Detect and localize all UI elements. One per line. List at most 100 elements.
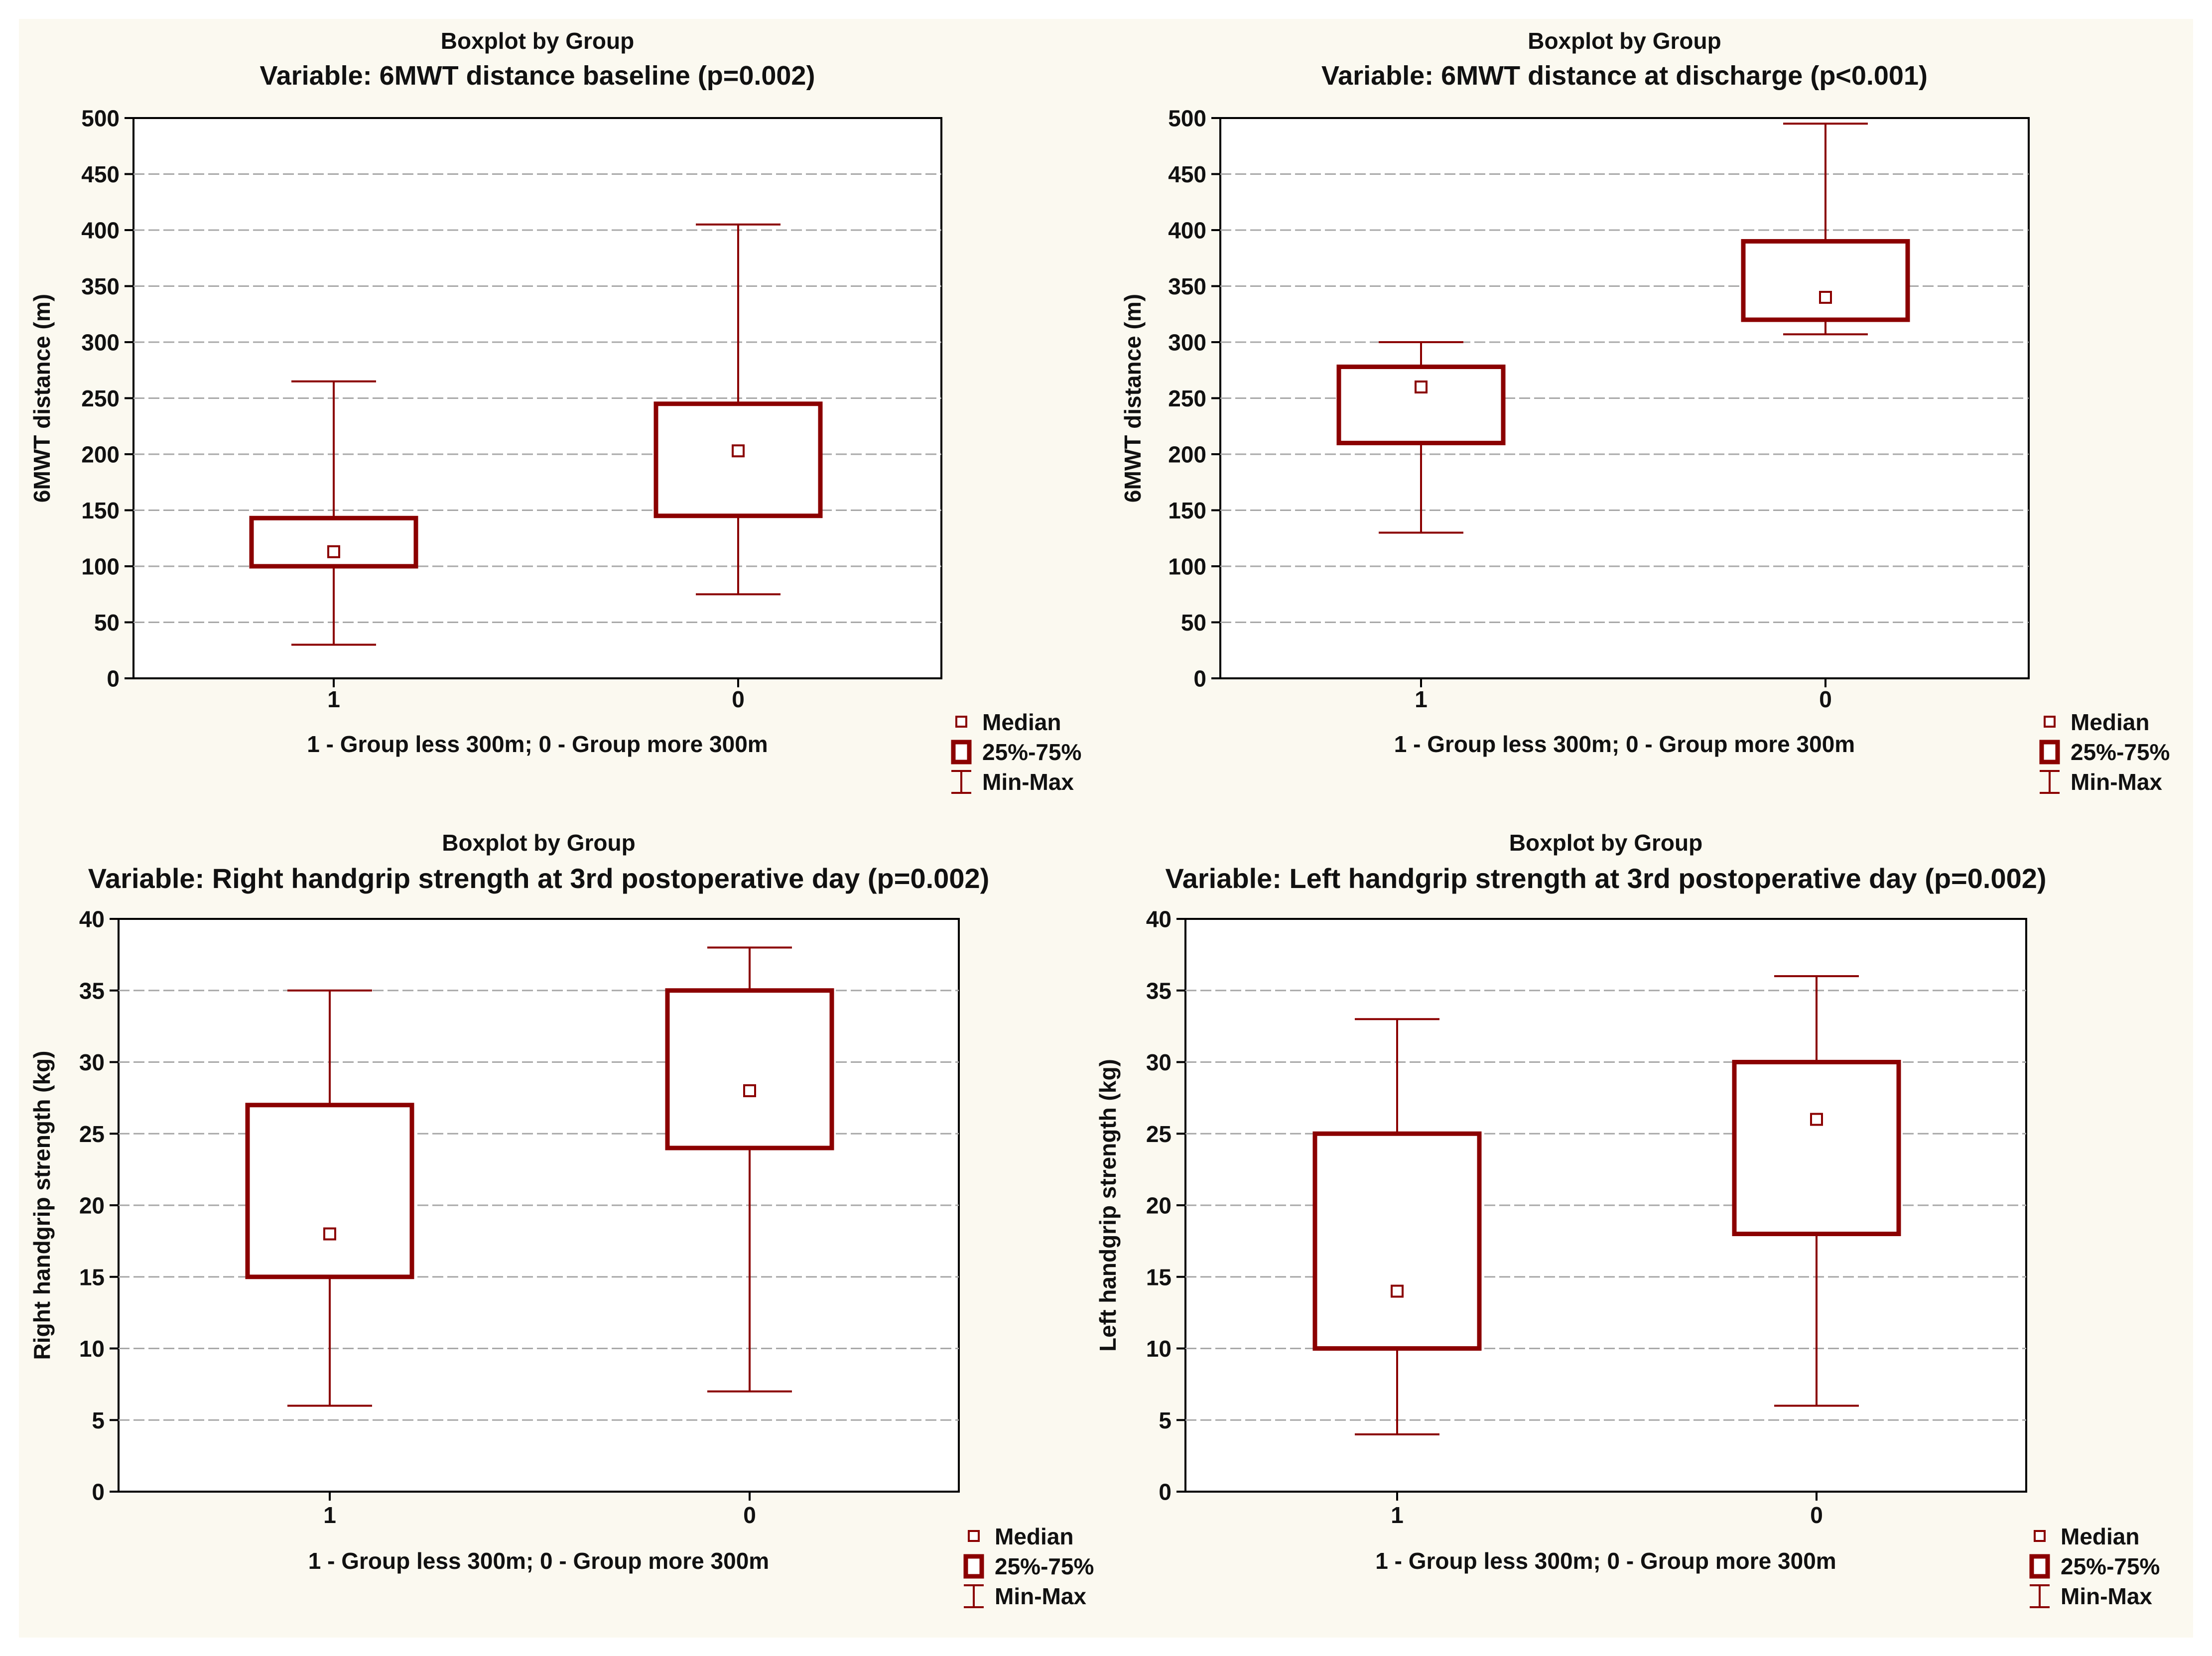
y-tick-label: 15 (1146, 1264, 1171, 1290)
chart-panel-3: Boxplot by Group Variable: Right handgrip… (29, 830, 1094, 1609)
legend-box-label: 25%-75% (2071, 739, 2170, 765)
chart-title: Variable: Right handgrip strength at 3rd… (88, 863, 990, 894)
median-marker[interactable] (743, 1084, 756, 1097)
legend-median-swatch (955, 716, 967, 728)
y-axis-label: 6MWT distance (m) (1120, 294, 1146, 503)
y-tick-label: 0 (92, 1479, 105, 1505)
iqr-box[interactable] (653, 401, 823, 518)
box-group-1[interactable] (245, 989, 414, 1407)
y-tick-label: 25 (79, 1121, 105, 1147)
box-group-1[interactable] (249, 380, 418, 646)
y-tick-label: 450 (1168, 161, 1206, 187)
legend-median-swatch (2044, 716, 2056, 728)
chart-title: Variable: 6MWT distance at discharge (p<… (1321, 61, 1928, 91)
x-tick-label: 1 (1415, 686, 1428, 712)
y-tick-label: 150 (1168, 498, 1206, 523)
legend-box-swatch (2029, 1554, 2050, 1579)
y-tick-label: 5 (1159, 1407, 1171, 1433)
y-tick-label: 300 (1168, 330, 1206, 356)
chart-panel-1: Boxplot by Group Variable: 6MWT distance … (29, 28, 1081, 795)
iqr-box[interactable] (249, 515, 418, 569)
y-tick-label: 200 (81, 442, 120, 468)
legend: Median 25%-75% Min-Max (2029, 1524, 2160, 1609)
y-tick-label: 250 (81, 385, 120, 411)
y-tick-label: 500 (1168, 106, 1206, 131)
y-tick-label: 0 (1159, 1479, 1171, 1505)
median-marker[interactable] (1819, 291, 1832, 304)
y-tick-label: 40 (1146, 906, 1171, 932)
y-tick-label: 100 (1168, 554, 1206, 580)
legend: Median 25%-75% Min-Max (2039, 709, 2170, 795)
x-tick-label: 1 (327, 686, 340, 712)
legend-box-swatch (963, 1554, 984, 1579)
legend-box-label: 25%-75% (982, 739, 1081, 765)
box-group-1[interactable] (1336, 341, 1506, 534)
median-marker[interactable] (327, 545, 340, 558)
y-tick-label: 400 (81, 218, 120, 244)
y-tick-label: 35 (1146, 978, 1171, 1004)
y-tick-label: 10 (1146, 1336, 1171, 1362)
x-axis-label: 1 - Group less 300m; 0 - Group more 300m (307, 731, 768, 757)
y-tick-label: 0 (1193, 666, 1206, 692)
legend-range-label: Min-Max (995, 1583, 1086, 1609)
legend-box-swatch (951, 740, 972, 764)
y-tick-label: 250 (1168, 385, 1206, 411)
iqr-box[interactable] (1741, 239, 1910, 322)
x-tick-label: 1 (323, 1502, 336, 1528)
y-axis-label: Right handgrip strength (kg) (29, 1051, 55, 1360)
y-tick-label: 40 (79, 906, 105, 932)
chart-panel-2: Boxplot by Group Variable: 6MWT distance … (1120, 28, 2170, 795)
box-group-0[interactable] (665, 946, 834, 1393)
chart-supertitle: Boxplot by Group (1528, 28, 1721, 54)
y-tick-label: 300 (81, 330, 120, 356)
y-tick-label: 350 (81, 273, 120, 299)
y-tick-label: 5 (92, 1407, 105, 1433)
y-tick-label: 200 (1168, 442, 1206, 468)
legend-median-swatch (968, 1530, 980, 1542)
legend-range-label: Min-Max (982, 769, 1074, 795)
x-tick-label: 0 (1810, 1502, 1823, 1528)
y-tick-label: 30 (1146, 1049, 1171, 1075)
median-marker[interactable] (1391, 1284, 1404, 1298)
iqr-box[interactable] (665, 988, 834, 1150)
chart-supertitle: Boxplot by Group (442, 830, 635, 856)
legend-range-label: Min-Max (2061, 1583, 2152, 1609)
box-group-0[interactable] (1741, 123, 1910, 336)
y-axis-label: 6MWT distance (m) (29, 294, 55, 503)
box-group-0[interactable] (1732, 975, 1901, 1407)
chart-title: Variable: 6MWT distance baseline (p=0.00… (260, 61, 815, 91)
x-tick-label: 1 (1391, 1502, 1404, 1528)
legend-median-swatch (2034, 1530, 2046, 1542)
iqr-box[interactable] (245, 1103, 414, 1279)
y-tick-label: 0 (107, 666, 120, 692)
iqr-box[interactable] (1312, 1131, 1482, 1351)
legend: Median 25%-75% Min-Max (951, 709, 1081, 795)
box-group-0[interactable] (653, 223, 823, 596)
y-tick-label: 350 (1168, 273, 1206, 299)
y-tick-label: 20 (79, 1193, 105, 1219)
median-marker[interactable] (1810, 1113, 1823, 1126)
median-marker[interactable] (323, 1227, 336, 1241)
legend-box-swatch (2039, 740, 2060, 764)
iqr-box[interactable] (1732, 1060, 1901, 1236)
iqr-box[interactable] (1336, 365, 1506, 445)
median-marker[interactable] (732, 444, 745, 458)
y-tick-label: 30 (79, 1049, 105, 1075)
y-tick-label: 10 (79, 1336, 105, 1362)
legend-box-label: 25%-75% (995, 1553, 1094, 1579)
legend-median-label: Median (2071, 709, 2149, 735)
x-tick-label: 0 (732, 686, 745, 712)
y-tick-label: 25 (1146, 1121, 1171, 1147)
y-tick-label: 500 (81, 106, 120, 131)
box-group-1[interactable] (1312, 1018, 1482, 1435)
y-tick-label: 15 (79, 1264, 105, 1290)
y-tick-label: 100 (81, 554, 120, 580)
legend-median-label: Median (2061, 1524, 2139, 1549)
y-tick-label: 150 (81, 498, 120, 523)
median-marker[interactable] (1415, 381, 1428, 393)
x-axis-label: 1 - Group less 300m; 0 - Group more 300m (308, 1548, 769, 1574)
legend-median-label: Median (995, 1524, 1073, 1549)
y-axis-label: Left handgrip strength (kg) (1095, 1059, 1121, 1352)
x-axis-label: 1 - Group less 300m; 0 - Group more 300m (1394, 731, 1855, 757)
